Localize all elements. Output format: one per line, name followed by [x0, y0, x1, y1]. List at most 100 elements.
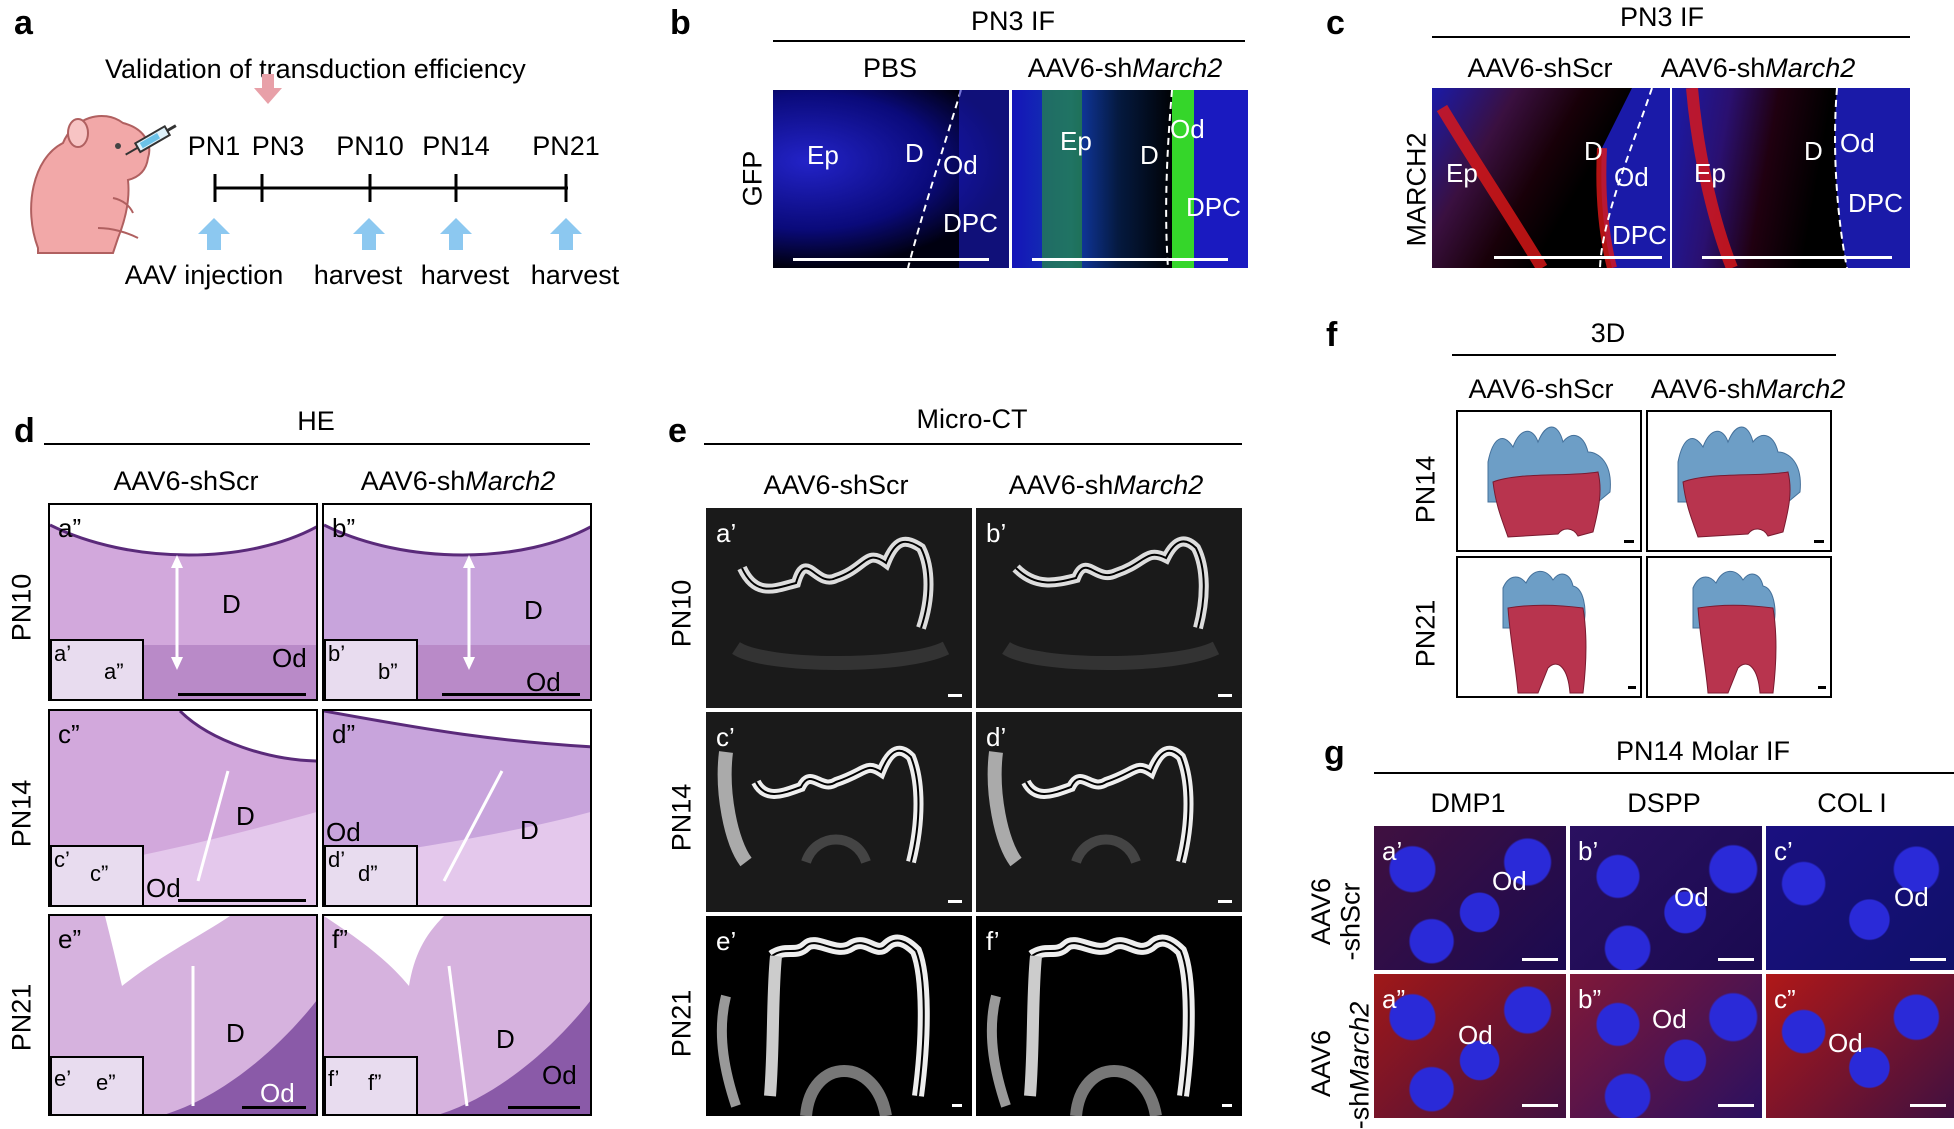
panel-g-row1-label: AAV6 -shScr: [1306, 877, 1366, 961]
panel-f-header: 3D: [1590, 318, 1626, 348]
if-tile-col1-shscr: c’ Od: [1766, 826, 1954, 970]
he-tile-d: d” D Od d’ d”: [322, 709, 592, 907]
panel-d-row-pn14: PN14: [6, 779, 37, 848]
panel-e-col1: AAV6-shScr: [763, 470, 909, 500]
timepoint-pn1: PN1: [187, 131, 241, 161]
syringe-icon: [118, 120, 188, 160]
if-tile-dmp1-shmarch2: a” Od: [1374, 974, 1566, 1118]
scale-bar: [178, 693, 306, 696]
if-tile-dspp-shmarch2: Od b”: [1570, 974, 1762, 1118]
event-aav-injection: AAV injection: [124, 260, 284, 290]
panel-d-row-pn21: PN21: [6, 983, 37, 1052]
blue-up-arrow-icon: [198, 218, 230, 250]
mouse-pup-icon: [18, 88, 178, 258]
ct-tile-a: a’: [706, 508, 972, 708]
panel-a-title: Validation of transduction efficiency: [105, 54, 526, 84]
scale-bar: [1522, 1104, 1558, 1107]
scale-bar: [508, 1106, 580, 1109]
if-tile-dspp-shscr: b’ Od: [1570, 826, 1762, 970]
panel-f-row-pn14: PN14: [1410, 455, 1441, 524]
panel-c-row-march2: MARCH2: [1401, 132, 1432, 247]
timeline-axis: [210, 168, 570, 208]
scale-bar: [1814, 540, 1824, 543]
panel-e-row-pn21: PN21: [666, 989, 697, 1058]
scale-bar: [178, 899, 306, 902]
panel-d-row-pn10: PN10: [6, 573, 37, 642]
scale-bar: [952, 1104, 962, 1107]
he-inset: a’ a”: [50, 639, 144, 699]
he-tile-b: b” D Od b’ b”: [322, 503, 592, 701]
render-3d-shscr-pn14: [1456, 410, 1642, 552]
scale-bar: [1032, 258, 1228, 261]
he-tile-f: f” D Od f’ f”: [322, 914, 592, 1116]
scale-bar: [1218, 694, 1232, 697]
panel-g-row2-label: AAV6 -shMarch2: [1306, 1001, 1375, 1129]
panel-g-col-dmp1: DMP1: [1430, 788, 1506, 818]
render-3d-shscr-pn21: [1456, 556, 1642, 698]
ct-tile-d: d’: [976, 712, 1242, 912]
he-inset: e’ e”: [50, 1056, 144, 1114]
scale-bar: [1818, 686, 1826, 689]
panel-d-col2: AAV6-shMarch2: [360, 466, 556, 496]
panel-g-header: PN14 Molar IF: [1615, 736, 1791, 766]
blue-up-arrow-icon: [353, 218, 385, 250]
panel-d-col1: AAV6-shScr: [113, 466, 259, 496]
blue-up-arrow-icon: [440, 218, 472, 250]
he-inset: f’ f”: [324, 1056, 418, 1114]
panel-a-letter: a: [14, 4, 33, 42]
panel-d-header: HE: [297, 406, 335, 436]
panel-e-row-pn10: PN10: [666, 579, 697, 648]
panel-f-header-rule: [1452, 354, 1836, 356]
ct-tile-e: e’: [706, 916, 972, 1116]
panel-c-shscr-image: Ep D Od DPC: [1432, 88, 1670, 268]
panel-b-letter: b: [670, 4, 691, 42]
scale-bar: [1702, 256, 1892, 259]
panel-f-letter: f: [1326, 316, 1338, 354]
panel-b-shmarch2-image: Ep D Od DPC: [1012, 90, 1248, 268]
scale-bar: [1218, 900, 1232, 903]
timepoint-pn3: PN3: [251, 131, 305, 161]
panel-c-shmarch2-image: Ep D Od DPC: [1672, 88, 1910, 268]
render-3d-shmarch2-pn14: [1646, 410, 1832, 552]
panel-b-header-rule: [773, 40, 1245, 42]
panel-e-col2: AAV6-shMarch2: [1008, 470, 1204, 500]
panel-d-letter: d: [14, 412, 35, 450]
event-harvest-2: harvest: [420, 260, 510, 290]
panel-f-col2: AAV6-shMarch2: [1650, 374, 1846, 404]
he-tile-e: e” D Od e’ e”: [48, 914, 318, 1116]
scale-bar: [1718, 958, 1754, 961]
ct-tile-f: f’: [976, 916, 1242, 1116]
scale-bar: [948, 694, 962, 697]
he-inset: c’ c”: [50, 845, 144, 905]
panel-f-row-pn21: PN21: [1410, 599, 1441, 668]
scale-bar: [1910, 958, 1946, 961]
panel-d-header-rule: [44, 443, 590, 445]
panel-e-row-pn14: PN14: [666, 783, 697, 852]
event-harvest-3: harvest: [530, 260, 620, 290]
blue-up-arrow-icon: [550, 218, 582, 250]
panel-c-letter: c: [1326, 4, 1345, 42]
he-inset: b’ b”: [324, 639, 418, 699]
pink-down-arrow-icon: [254, 74, 282, 104]
scale-bar: [793, 258, 989, 261]
ct-tile-c: c’: [706, 712, 972, 912]
panel-b-pbs-image: Ep D Od DPC: [773, 90, 1009, 268]
panel-b-col1: PBS: [862, 53, 918, 83]
panel-f-col1: AAV6-shScr: [1468, 374, 1614, 404]
scale-bar: [242, 1106, 306, 1109]
he-tile-c: c” D Od c’ c”: [48, 709, 318, 907]
timepoint-pn14: PN14: [422, 131, 490, 161]
panel-c-header: PN3 IF: [1619, 2, 1705, 32]
timepoint-pn10: PN10: [336, 131, 404, 161]
scale-bar: [1910, 1104, 1946, 1107]
event-harvest-1: harvest: [313, 260, 403, 290]
he-inset: d’ d”: [324, 845, 418, 905]
scale-bar: [442, 693, 580, 696]
panel-e-header-rule: [704, 443, 1242, 445]
scale-bar: [1718, 1104, 1754, 1107]
panel-g-col-col1: COL I: [1817, 788, 1887, 818]
ct-tile-b: b’: [976, 508, 1242, 708]
panel-c-header-rule: [1432, 36, 1910, 38]
panel-c-col2: AAV6-shMarch2: [1660, 53, 1856, 83]
if-tile-dmp1-shscr: a’ Od: [1374, 826, 1566, 970]
